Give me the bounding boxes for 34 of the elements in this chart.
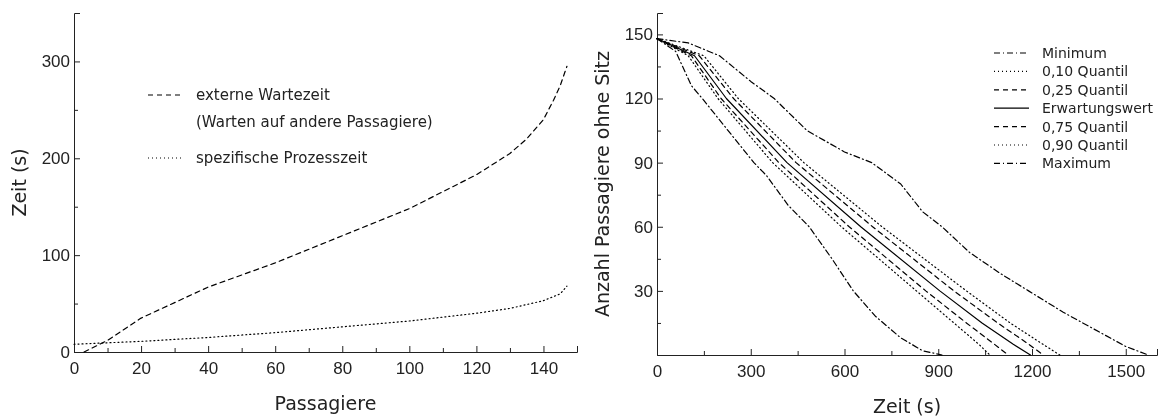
x-tick-label: 120 (462, 359, 492, 379)
y-tick-label: 120 (624, 89, 653, 109)
legend-label: 0,90 Quantil (1042, 137, 1129, 153)
legend-label: Maximum (1042, 155, 1111, 172)
y-tick-label: 200 (41, 149, 70, 169)
x-tick-label: 1500 (1107, 362, 1146, 382)
x-tick-label: 900 (924, 362, 953, 382)
x-axis-title: Passagiere (274, 392, 377, 414)
legend-label: Minimum (1042, 45, 1107, 61)
y-tick-label: 300 (41, 52, 70, 72)
x-axis-title: Zeit (s) (872, 395, 942, 417)
x-tick-label: 60 (266, 359, 286, 379)
y-tick-label: 90 (634, 153, 653, 173)
x-tick-label: 40 (199, 359, 219, 379)
y-tick-label: 30 (634, 281, 653, 301)
x-tick-label: 100 (395, 359, 425, 379)
y-tick-label: 100 (41, 246, 70, 266)
x-tick-label: 140 (529, 359, 559, 379)
legend-label: spezifische Prozesszeit (196, 149, 368, 167)
legend-label: externe Wartezeit (Warten auf andere Passagiere) (196, 86, 433, 131)
y-tick-label: 0 (60, 342, 70, 362)
legend-label: 0,10 Quantil (1042, 63, 1129, 80)
legend-label: 0,25 Quantil (1042, 81, 1129, 98)
y-tick-label: 60 (634, 217, 653, 237)
x-tick-label: 300 (737, 362, 766, 382)
x-tick-label: 1200 (1013, 362, 1052, 382)
y-axis-title: Anzahl Passagiere ohne Sitz (591, 50, 613, 318)
x-tick-label: 80 (333, 359, 353, 379)
y-axis-title: Zeit (s) (8, 148, 30, 217)
x-tick-label: 20 (132, 359, 152, 379)
y-tick-label: 150 (624, 25, 653, 45)
x-tick-label: 600 (830, 362, 860, 382)
legend-label: Erwartungswert (1042, 100, 1154, 117)
legend-label: 0,75 Quantil (1042, 118, 1129, 135)
